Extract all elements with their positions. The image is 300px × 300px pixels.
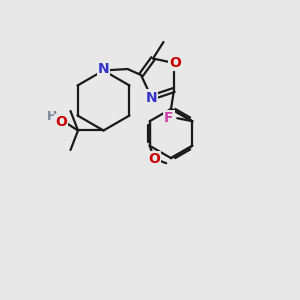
- Text: F: F: [164, 111, 174, 125]
- Text: O: O: [55, 115, 67, 129]
- Text: O: O: [169, 56, 181, 70]
- Text: N: N: [146, 91, 157, 104]
- Text: N: N: [98, 62, 109, 76]
- Text: H: H: [47, 110, 57, 123]
- Text: O: O: [148, 152, 160, 166]
